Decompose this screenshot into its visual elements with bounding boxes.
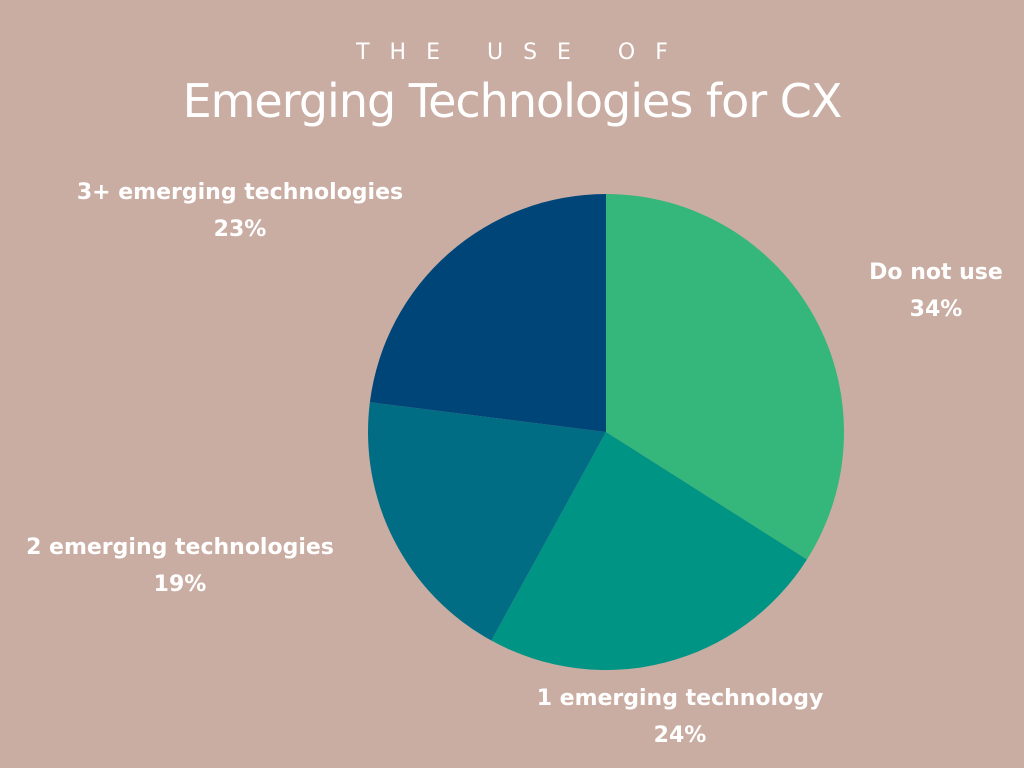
slice-percent: 34% [909,297,963,322]
slice-label-do-not-use: Do not use 34% [866,254,1006,328]
slice-name: 2 emerging technologies [26,535,334,560]
pie-slice-do-not-use [606,194,845,560]
slice-name: Do not use [869,260,1003,285]
slice-label-1-emerging-technology: 1 emerging technology 24% [510,680,850,754]
slice-percent: 23% [213,217,267,242]
chart-title: Emerging Technologies for CX [182,74,843,128]
slice-name: 3+ emerging technologies [76,180,404,205]
pie-slice-3-emerging-technologies [369,194,606,432]
pie-slice-2-emerging-technologies [368,402,606,641]
slice-percent: 19% [153,572,207,597]
slice-label-3plus-emerging-technologies: 3+ emerging technologies 23% [50,174,430,248]
slice-label-2-emerging-technologies: 2 emerging technologies 19% [10,529,350,603]
slice-name: 1 emerging technology [536,686,824,711]
pie-slice-1-emerging-technology [491,432,807,671]
slice-percent: 24% [653,723,707,748]
chart-eyebrow: THE USE OF [356,40,688,65]
